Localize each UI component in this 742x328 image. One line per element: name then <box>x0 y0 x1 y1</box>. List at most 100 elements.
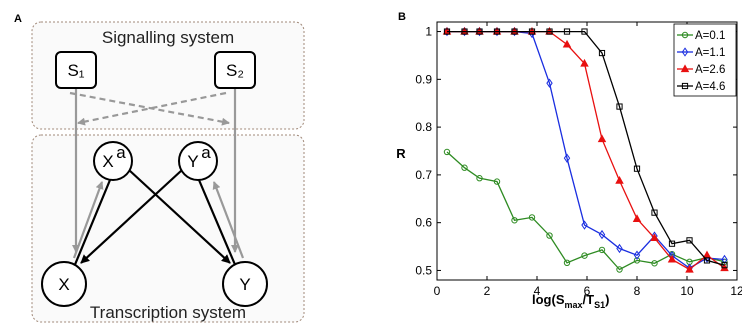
legend-item: A=1.1 <box>677 47 725 59</box>
data-point <box>563 259 571 266</box>
data-point <box>597 134 607 143</box>
data-point <box>651 260 658 267</box>
node-ya-label: Y <box>187 152 198 171</box>
data-point <box>581 28 588 35</box>
data-point <box>686 237 693 244</box>
y-tick-label: 0.6 <box>415 216 432 230</box>
series-line <box>447 30 725 266</box>
data-point <box>633 250 641 260</box>
data-point <box>598 229 606 240</box>
data-point <box>633 257 641 264</box>
s2-to-x-dashed-arrow <box>77 91 227 126</box>
node-ya-superscript: a <box>201 143 211 162</box>
legend-swatch-marker <box>681 82 689 90</box>
x-tick-label: 6 <box>584 284 591 298</box>
data-point <box>461 28 468 35</box>
data-point <box>703 257 711 264</box>
node-ya: Y a <box>178 141 218 181</box>
y-tick-label: 1 <box>425 25 432 39</box>
data-point <box>443 28 451 35</box>
node-y: Y <box>222 261 268 307</box>
data-point <box>546 28 553 35</box>
node-s2-label: S₂ <box>226 61 244 80</box>
series-3 <box>443 28 728 269</box>
data-point <box>581 252 588 259</box>
data-point <box>650 233 659 242</box>
panel-b-letter: B <box>398 11 406 23</box>
legend-swatch-marker <box>681 31 689 39</box>
node-xa-superscript: a <box>116 143 126 162</box>
data-point <box>615 175 624 184</box>
node-y-label: Y <box>239 275 250 294</box>
s1-to-y-dashed-arrow <box>69 91 230 126</box>
data-point <box>581 220 588 230</box>
x-to-xa-arrow <box>72 181 104 259</box>
data-point <box>598 49 606 57</box>
y-axis-label: R <box>396 146 406 161</box>
data-point <box>667 254 677 263</box>
node-x: X <box>41 261 87 307</box>
transcription-system-title: Transcription system <box>90 303 246 322</box>
data-point <box>443 148 451 156</box>
data-point <box>562 39 572 48</box>
x-axis-label: log(Smax/TS1) <box>532 292 609 310</box>
node-s2: S₂ <box>214 51 256 89</box>
legend-item: A=2.6 <box>677 64 725 76</box>
y-tick-label: 0.8 <box>415 120 432 134</box>
ya-represses-y <box>197 179 236 267</box>
y-to-ya-arrow <box>212 181 245 259</box>
legend-label: A=0.1 <box>695 30 725 42</box>
y-tick-label: 0.5 <box>415 263 432 277</box>
series-line <box>446 151 725 271</box>
node-s1-label: S₁ <box>67 61 84 80</box>
data-point <box>511 217 518 224</box>
legend-swatch-marker <box>680 64 690 73</box>
xa-represses-x <box>74 179 112 267</box>
node-s1: S₁ <box>55 51 97 89</box>
data-point <box>598 246 606 254</box>
y-tick-label: 0.9 <box>415 72 432 86</box>
data-point <box>616 103 623 110</box>
series-layer <box>442 26 729 273</box>
x-tick-label: 8 <box>634 284 641 298</box>
node-x-label: X <box>58 275 69 294</box>
data-point <box>461 164 468 171</box>
x-tick-label: 0 <box>434 284 441 298</box>
data-point <box>493 178 501 185</box>
data-point <box>633 165 641 172</box>
signalling-system-title: Signalling system <box>102 28 234 47</box>
y-tick-label: 0.7 <box>415 168 432 182</box>
x-tick-label: 12 <box>730 284 742 298</box>
x-axis-label-close: ) <box>605 292 609 307</box>
x-tick-label: 2 <box>484 284 491 298</box>
data-point <box>476 28 483 35</box>
x-tick-label: 10 <box>680 284 694 298</box>
legend-label: A=1.1 <box>695 47 725 59</box>
data-point <box>563 153 571 163</box>
series-0 <box>443 148 728 273</box>
node-xa: X a <box>93 141 133 181</box>
xa-to-y-arrow <box>128 169 231 264</box>
data-point <box>721 254 728 265</box>
x-axis-label-sub-s: S <box>594 300 600 310</box>
x-axis-label-main: log(S <box>532 292 565 307</box>
legend-item: A=0.1 <box>677 30 725 42</box>
data-point <box>546 78 553 88</box>
data-point <box>580 58 589 67</box>
legend: A=0.1 A=1.1 A=2.6 A=4.6 <box>673 23 737 97</box>
data-point <box>668 240 676 247</box>
data-point <box>546 232 553 239</box>
legend-swatch-marker <box>681 47 689 57</box>
data-point <box>651 209 658 216</box>
x-axis-label-sub-max: max <box>565 300 583 310</box>
x-axis-label-sub-1: 1 <box>600 300 605 310</box>
data-point <box>685 264 694 273</box>
panel-a-diagram: A Signalling system Transcription system… <box>14 13 305 323</box>
data-point <box>493 28 501 35</box>
data-point <box>616 243 623 254</box>
data-point <box>616 266 623 273</box>
legend-box <box>673 23 737 97</box>
data-point <box>528 28 536 35</box>
panel-b-chart: B R log(Smax/TS1) 0 2 4 6 8 10 12 0.50.60.70.8… <box>396 11 742 310</box>
